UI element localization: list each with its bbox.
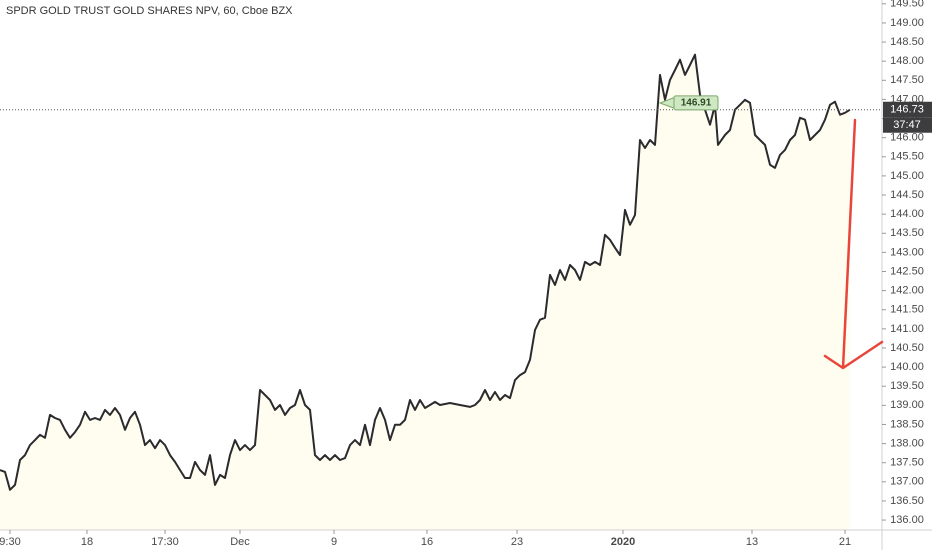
x-tick-label: 18 xyxy=(81,536,93,548)
y-tick-label: 149.00 xyxy=(890,17,924,29)
y-tick-label: 148.50 xyxy=(890,36,924,48)
price-line xyxy=(0,53,851,491)
x-tick-label: 2020 xyxy=(611,536,635,548)
x-tick-label: 9:30 xyxy=(0,536,21,548)
y-tick-label: 149.50 xyxy=(890,0,924,10)
y-tick-label: 139.00 xyxy=(890,399,924,411)
y-tick-label: 146.00 xyxy=(890,132,924,144)
x-tick-label: 21 xyxy=(839,536,851,548)
countdown-label: 37:47 xyxy=(893,119,921,131)
y-tick-label: 145.00 xyxy=(890,170,924,182)
x-tick-label: Dec xyxy=(230,536,250,548)
y-tick-label: 145.50 xyxy=(890,151,924,163)
y-tick-label: 147.50 xyxy=(890,74,924,86)
chart-title: SPDR GOLD TRUST GOLD SHARES NPV, 60, Cbo… xyxy=(6,5,293,17)
plot-area xyxy=(0,53,851,530)
x-tick-label: 13 xyxy=(746,536,758,548)
last-price-box xyxy=(883,101,932,118)
drawn-arrow xyxy=(823,118,884,370)
y-tick-label: 136.00 xyxy=(890,514,924,526)
countdown-box xyxy=(883,117,932,133)
y-tick-label: 144.00 xyxy=(890,208,924,220)
y-tick-label: 136.50 xyxy=(890,495,924,507)
callout-box xyxy=(673,95,719,111)
x-tick-label: 17:30 xyxy=(151,536,179,548)
callout-label: 146.91 xyxy=(681,98,712,109)
y-tick-label: 148.00 xyxy=(890,55,924,67)
line-area xyxy=(0,54,850,530)
y-tick-label: 140.50 xyxy=(890,342,924,354)
y-tick-label: 142.50 xyxy=(890,265,924,277)
y-tick-label: 138.00 xyxy=(890,437,924,449)
y-tick-label: 137.00 xyxy=(890,476,924,488)
y-tick-label: 140.00 xyxy=(890,361,924,373)
last-price-label: 146.73 xyxy=(890,104,924,116)
y-tick-label: 141.50 xyxy=(890,304,924,316)
y-tick-label: 139.50 xyxy=(890,380,924,392)
y-tick-label: 144.50 xyxy=(890,189,924,201)
y-tick-label: 142.00 xyxy=(890,285,924,297)
x-tick-label: 16 xyxy=(421,536,433,548)
y-tick-label: 138.50 xyxy=(890,418,924,430)
x-tick-label: 23 xyxy=(511,536,523,548)
y-tick-label: 143.50 xyxy=(890,227,924,239)
y-tick-label: 141.00 xyxy=(890,323,924,335)
y-tick-label: 137.50 xyxy=(890,457,924,469)
y-tick-label: 143.00 xyxy=(890,246,924,258)
x-tick-label: 9 xyxy=(331,536,337,548)
